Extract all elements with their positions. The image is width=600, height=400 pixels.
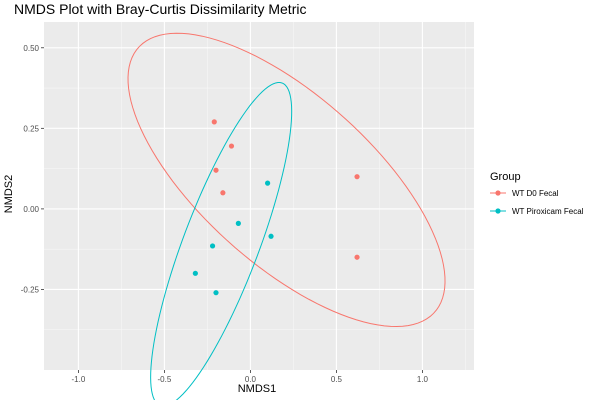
- point-wt-d0-fecal: [213, 167, 219, 173]
- point-wt-piroxicam-fecal: [213, 290, 219, 296]
- y-tick-label: 0.00: [23, 205, 39, 214]
- legend-title: Group: [490, 171, 521, 183]
- y-tick-label: 0.25: [23, 124, 39, 133]
- legend-key-point: [495, 208, 501, 214]
- x-tick-label: -0.5: [158, 375, 172, 384]
- ellipse-wt-d0-fecal: [127, 32, 446, 328]
- point-wt-d0-fecal: [211, 119, 217, 125]
- point-wt-piroxicam-fecal: [192, 270, 198, 276]
- point-wt-piroxicam-fecal: [235, 220, 241, 226]
- tick-labels: -1.0 -0.5 0.0 0.5 1.0 -0.25 0.00 0.25 0.50: [21, 44, 429, 384]
- point-wt-d0-fecal: [228, 143, 235, 149]
- legend-label: WT D0 Fecal: [512, 189, 559, 198]
- plot-panel: [44, 22, 474, 370]
- x-tick-label: 1.0: [417, 375, 429, 384]
- point-wt-d0-fecal: [354, 174, 360, 180]
- legend-key-point: [495, 190, 501, 196]
- chart-title: NMDS Plot with Bray-Curtis Dissimilarity…: [14, 1, 306, 17]
- y-tick-label: 0.50: [23, 44, 39, 53]
- x-axis-title: NMDS1: [238, 383, 277, 395]
- x-tick-label: -1.0: [72, 375, 86, 384]
- point-wt-piroxicam-fecal: [265, 180, 271, 186]
- point-wt-piroxicam-fecal: [209, 243, 216, 249]
- y-tick-label: -0.25: [21, 285, 40, 294]
- ellipse-wt-piroxicam-fecal: [150, 82, 293, 400]
- legend: Group WT D0 Fecal WT Piroxicam Fecal: [490, 171, 584, 216]
- point-wt-d0-fecal: [354, 254, 360, 260]
- point-wt-piroxicam-fecal: [268, 233, 274, 239]
- legend-label: WT Piroxicam Fecal: [512, 207, 584, 216]
- y-axis-title: NMDS2: [3, 175, 15, 214]
- plot-background: [44, 22, 474, 370]
- x-tick-label: 0.0: [245, 375, 257, 384]
- x-tick-label: 0.5: [331, 375, 343, 384]
- confidence-ellipses: [127, 32, 446, 400]
- data-points: [192, 119, 360, 296]
- point-wt-d0-fecal: [220, 190, 226, 196]
